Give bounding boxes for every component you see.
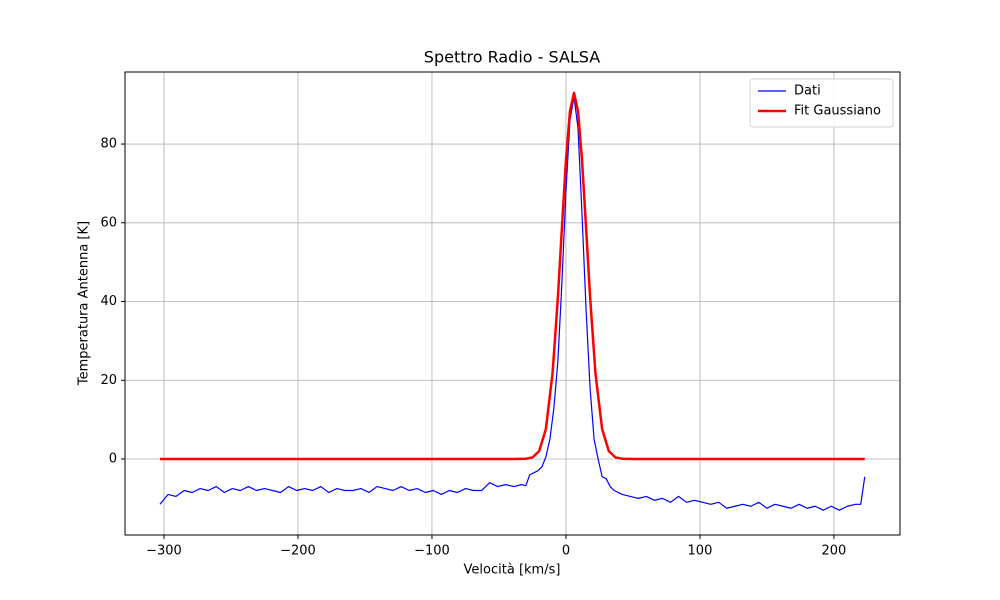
x-tick-label: 0 xyxy=(562,544,570,559)
legend-label: Dati xyxy=(794,84,821,99)
legend-label: Fit Gaussiano xyxy=(794,104,881,119)
y-tick-label: 80 xyxy=(100,137,117,152)
y-tick-label: 60 xyxy=(100,215,117,230)
y-tick-label: 40 xyxy=(100,294,117,309)
chart-title: Spettro Radio - SALSA xyxy=(424,48,600,67)
x-tick-label: −100 xyxy=(414,544,450,559)
x-axis-label: Velocità [km/s] xyxy=(464,563,561,578)
plot-frame xyxy=(124,71,901,536)
y-axis-label: Temperatura Antenna [K] xyxy=(77,221,92,386)
series-line xyxy=(159,91,865,461)
x-tick-label: −200 xyxy=(280,544,316,559)
series-line xyxy=(159,96,866,511)
x-tick-label: 200 xyxy=(822,544,847,559)
x-tick-label: −300 xyxy=(146,544,182,559)
y-tick-label: 0 xyxy=(109,452,117,467)
x-tick-label: 100 xyxy=(688,544,713,559)
y-tick-label: 20 xyxy=(100,373,117,388)
